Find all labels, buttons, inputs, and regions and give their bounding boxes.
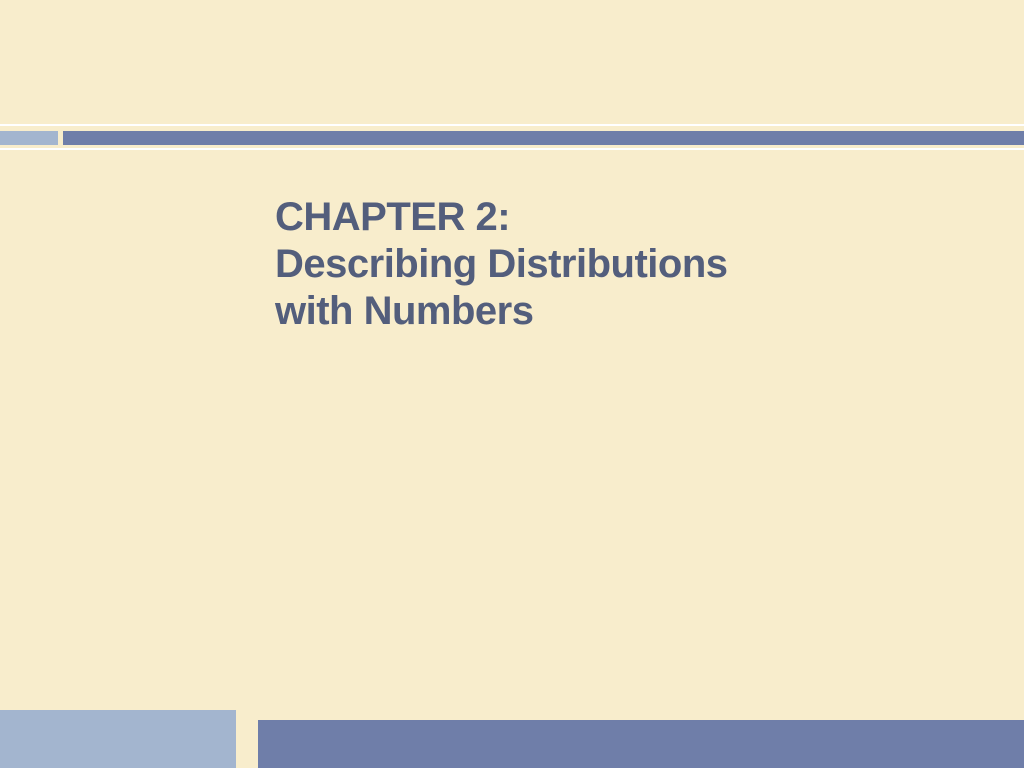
- top-divider-lower: [0, 148, 1024, 150]
- top-accent-right: [63, 131, 1024, 145]
- slide: CHAPTER 2: Describing Distributions with…: [0, 0, 1024, 768]
- top-accent-bar: [0, 127, 1024, 149]
- top-divider-upper: [0, 124, 1024, 126]
- bottom-accent-bar: [0, 710, 1024, 768]
- title-line-1: CHAPTER 2:: [275, 194, 935, 241]
- bottom-accent-right: [258, 720, 1024, 768]
- title-line-3: with Numbers: [275, 288, 935, 335]
- title-line-2: Describing Distributions: [275, 241, 935, 288]
- bottom-accent-left: [0, 710, 236, 768]
- top-accent-left: [0, 131, 58, 145]
- slide-title: CHAPTER 2: Describing Distributions with…: [275, 194, 935, 336]
